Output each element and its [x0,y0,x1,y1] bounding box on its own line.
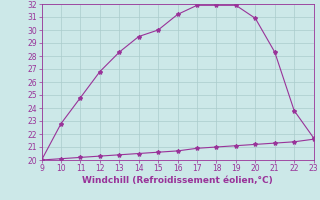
X-axis label: Windchill (Refroidissement éolien,°C): Windchill (Refroidissement éolien,°C) [82,176,273,185]
